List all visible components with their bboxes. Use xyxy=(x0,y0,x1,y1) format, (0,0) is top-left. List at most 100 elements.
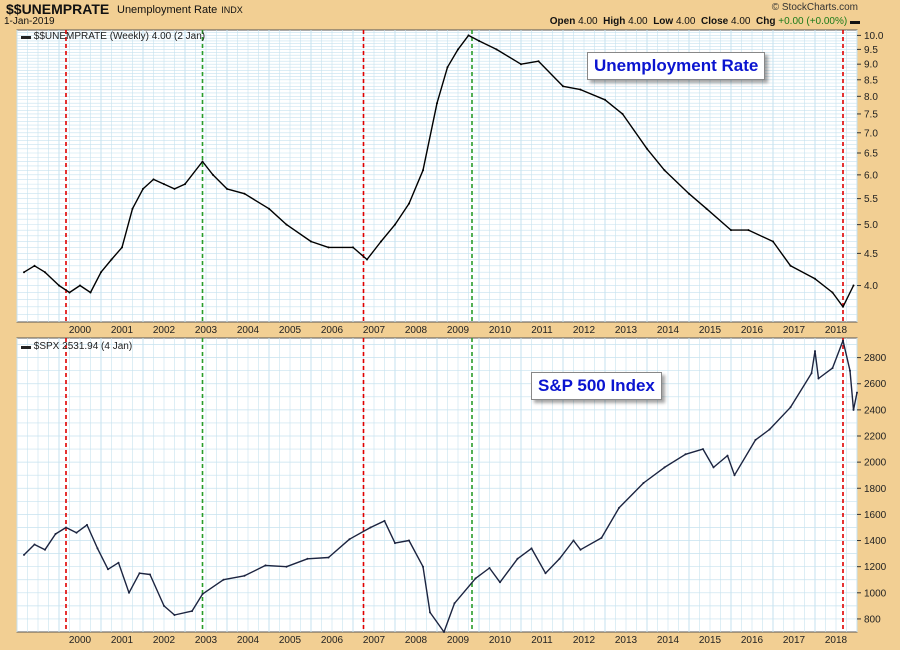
y-tick-label: 9.5 xyxy=(864,45,878,56)
x-tick-label: 2015 xyxy=(699,325,722,336)
x-tick-label: 2004 xyxy=(237,325,260,336)
x-tick-label: 2016 xyxy=(741,635,764,646)
spx-point xyxy=(285,565,288,568)
unemployment-point xyxy=(327,246,330,249)
x-tick-label: 2002 xyxy=(153,635,176,646)
spx-point xyxy=(128,591,130,594)
spx-point xyxy=(712,466,715,469)
unemployment-point xyxy=(646,147,648,150)
y-tick-label: 1800 xyxy=(864,484,887,495)
unemployment-point xyxy=(478,39,480,42)
y-tick-label: 2000 xyxy=(864,458,887,469)
spx-point xyxy=(149,573,151,576)
low-value: 4.00 xyxy=(675,16,696,27)
spx-point xyxy=(201,593,204,596)
spx-point xyxy=(702,448,704,451)
x-tick-label: 2011 xyxy=(531,325,553,336)
spx-point xyxy=(726,454,729,457)
unemployment-point xyxy=(852,284,855,287)
y-tick-label: 1200 xyxy=(864,562,887,573)
spx-point xyxy=(817,377,820,380)
chart-title-unemployment: Unemployment Rate xyxy=(587,52,766,80)
spx-point xyxy=(443,631,445,633)
y-tick-label: 5.0 xyxy=(864,220,878,231)
symbol-name: Unemployment Rate INDX xyxy=(117,4,243,16)
spx-point xyxy=(488,567,491,569)
y-tick-label: 8.5 xyxy=(864,75,878,86)
unemployment-point xyxy=(730,229,732,232)
unemployment-point xyxy=(495,48,498,51)
x-tick-label: 2018 xyxy=(825,325,848,336)
spx-point xyxy=(558,557,561,560)
unemployment-point xyxy=(663,169,666,172)
spx-point xyxy=(453,602,456,605)
x-tick-label: 2009 xyxy=(447,325,470,336)
copyright: © StockCharts.com xyxy=(771,2,858,13)
open-label: Open xyxy=(549,16,576,27)
spx-point xyxy=(852,408,855,411)
spx-point xyxy=(768,428,771,431)
y-tick-label: 2400 xyxy=(864,405,887,416)
unemployment-point xyxy=(621,112,624,115)
spx-point xyxy=(684,453,687,456)
spx-point xyxy=(530,547,533,550)
unemployment-point xyxy=(604,98,606,101)
unemployment-point xyxy=(173,187,176,190)
high-value: 4.00 xyxy=(628,16,648,27)
unemployment-point xyxy=(310,240,312,243)
x-tick-label: 2012 xyxy=(573,325,596,336)
spx-point xyxy=(96,547,99,550)
unemployment-point xyxy=(152,178,155,181)
spx-point xyxy=(663,466,666,469)
panel2-label: ▬ $SPX 2531.94 (4 Jan) xyxy=(21,341,133,352)
unemployment-point xyxy=(520,63,522,66)
unemployment-point xyxy=(436,102,438,105)
spx-point xyxy=(369,526,372,529)
spx-point xyxy=(842,339,844,342)
x-tick-label: 2017 xyxy=(783,635,806,646)
unemployment-point xyxy=(212,173,214,176)
spx-point xyxy=(163,604,165,607)
x-tick-label: 2002 xyxy=(153,325,176,336)
spx-point xyxy=(789,406,792,409)
y-tick-label: 6.5 xyxy=(864,149,878,160)
spx-point xyxy=(544,572,547,575)
spx-point xyxy=(138,572,141,575)
unemployment-point xyxy=(537,60,540,63)
quote-dash: ▬ xyxy=(850,16,860,27)
spx-point xyxy=(117,561,120,564)
unemployment-point xyxy=(842,305,844,308)
symbol-description: Unemployment Rate xyxy=(117,4,218,16)
x-tick-label: 2009 xyxy=(447,635,470,646)
unemployment-point xyxy=(562,85,564,88)
quote-line: Open 4.00 High 4.00 Low 4.00 Close 4.00 … xyxy=(550,16,860,27)
close-label: Close xyxy=(701,16,729,27)
x-tick-label: 2004 xyxy=(237,635,260,646)
unemployment-point xyxy=(100,271,102,274)
y-tick-label: 7.0 xyxy=(864,128,878,139)
x-tick-label: 2014 xyxy=(657,635,680,646)
unemployment-point xyxy=(44,271,46,274)
y-tick-label: 2600 xyxy=(864,379,887,390)
chart-header: $$UNEMPRATE Unemployment Rate INDX 1-Jan-… xyxy=(0,0,900,30)
spx-point xyxy=(516,557,519,560)
x-tick-label: 2006 xyxy=(321,325,344,336)
x-tick-label: 2007 xyxy=(363,325,386,336)
x-tick-label: 2008 xyxy=(405,325,428,336)
unemployment-point xyxy=(831,291,834,294)
chart-title-spx: S&P 500 Index xyxy=(531,372,662,400)
spx-point xyxy=(306,557,309,560)
y-tick-label: 2200 xyxy=(864,432,887,443)
unemployment-point xyxy=(243,192,246,195)
unemployment-point xyxy=(285,223,288,226)
x-tick-label: 2000 xyxy=(69,635,92,646)
y-tick-label: 6.0 xyxy=(864,170,878,181)
chg-value: +0.00 (+0.00%) xyxy=(778,16,848,27)
x-tick-label: 2014 xyxy=(657,325,680,336)
unemployment-point xyxy=(23,271,25,274)
unemployment-point xyxy=(789,264,792,267)
unemployment-point xyxy=(352,246,354,249)
spx-point xyxy=(33,543,36,546)
spx-point xyxy=(814,350,816,353)
spx-point xyxy=(54,533,57,535)
